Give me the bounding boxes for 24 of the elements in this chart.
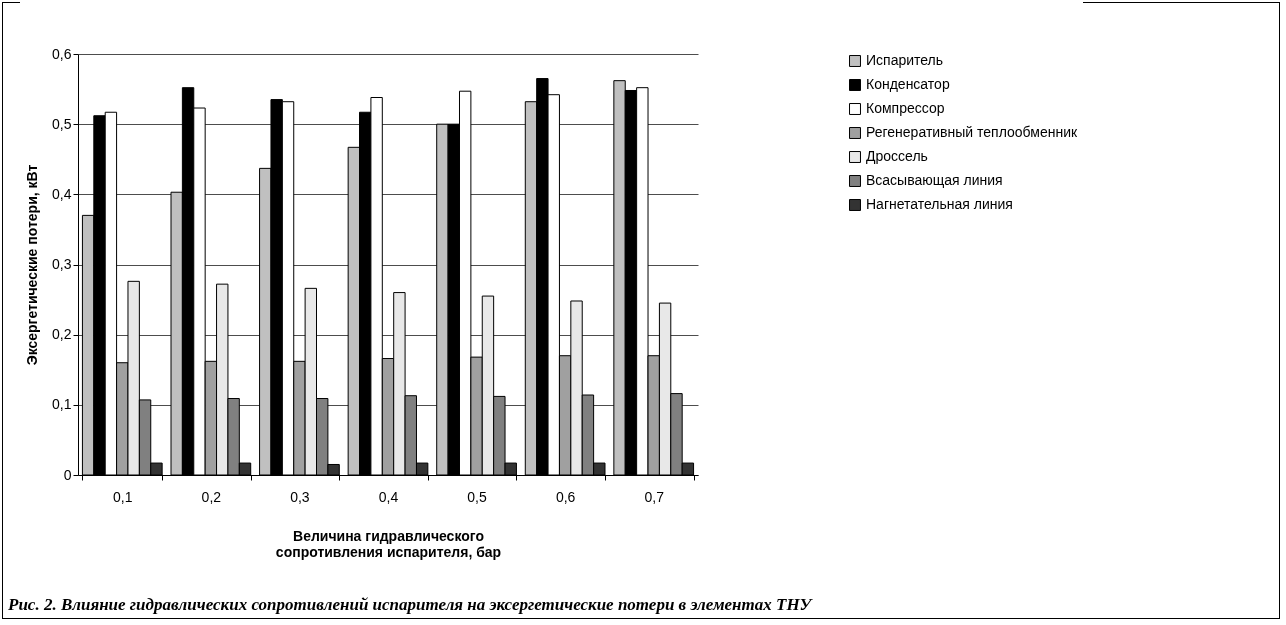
legend-label: Нагнетательная линия — [866, 196, 1013, 212]
x-tick-label: 0,3 — [290, 488, 310, 505]
y-tick-label: 0 — [63, 466, 72, 483]
x-tick-label: 0,5 — [467, 488, 488, 505]
legend-label: Испаритель — [866, 52, 944, 68]
x-tick-label: 0,1 — [113, 488, 133, 505]
x-tick-label: 0,7 — [644, 488, 665, 505]
y-tick-label: 0,6 — [52, 45, 72, 62]
legend-label: Компрессор — [866, 100, 945, 116]
text: Рис. 2. Влияние гидравлических сопротивлений испарителя на эксергетические потери в элементах ТНУ — [8, 595, 812, 615]
y-tick-label: 0,1 — [52, 396, 72, 413]
x-axis-title: Величина гидравлического сопротивления испарителя, бар — [275, 527, 502, 560]
legend-label: Дроссель — [866, 148, 928, 164]
y-tick-label: 0,2 — [52, 326, 72, 343]
x-tick-label: 0,6 — [555, 488, 576, 505]
x-tick-label: 0,4 — [378, 488, 399, 505]
legend-label: Конденсатор — [866, 76, 950, 92]
x-tick-label: 0,2 — [201, 488, 222, 505]
y-tick-label: 0,5 — [52, 115, 72, 132]
y-tick-label: 0,3 — [52, 256, 72, 272]
y-tick-label: 0,4 — [52, 185, 72, 202]
y-axis-title: Эксергетические потери, кВт — [24, 164, 41, 366]
legend-label: Всасывающая линия — [866, 172, 1003, 188]
legend-label: Регенеративный теплообменник — [866, 124, 1078, 140]
